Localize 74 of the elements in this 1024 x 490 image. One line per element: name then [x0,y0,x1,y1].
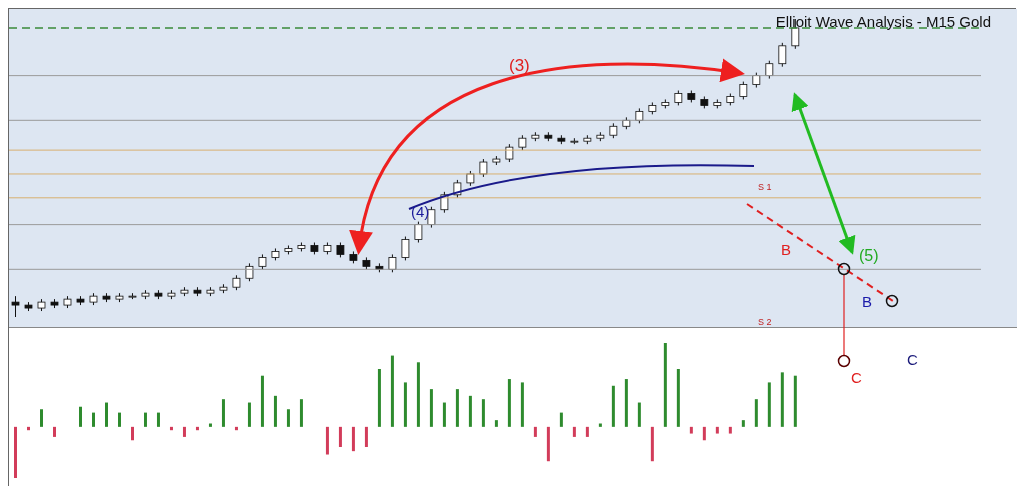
candlestick [11,295,20,317]
bar [390,355,394,427]
candlestick [401,236,410,261]
bar [559,412,563,427]
bar [14,426,17,478]
candlestick [778,42,787,68]
candlestick [414,221,423,243]
bar [585,426,589,437]
bar [338,426,342,447]
bar [364,426,368,447]
annotation: B [781,241,792,258]
text: Ellioit Wave Analysis - M15 Gold [775,13,991,30]
bar [442,402,446,427]
bar [27,426,30,431]
bar [91,412,95,427]
bar [494,420,498,427]
bar [39,409,43,427]
bar [546,426,550,462]
bar [377,368,381,427]
candlestick [427,206,436,229]
bar [702,426,706,441]
bar [182,426,186,437]
bar [676,368,680,427]
bar [169,426,173,431]
bar [104,402,108,427]
bar [130,426,134,441]
bar [507,379,511,427]
bar [52,426,56,437]
bar [598,423,602,427]
bar [663,343,667,427]
bar [767,382,771,427]
bar [208,423,212,427]
annotation: S 2 [758,317,772,327]
bar [221,399,225,427]
bar [403,382,407,427]
bar [689,426,693,434]
text: C [851,369,862,386]
bar [78,406,82,427]
bar [416,362,420,427]
text: (5) [859,247,879,264]
bar [533,426,537,437]
bar [299,399,303,427]
bar [247,402,251,427]
text: B [862,293,873,310]
bar [429,389,433,427]
bar [273,395,277,427]
bar [650,426,654,462]
bar [260,375,264,427]
bar [715,426,719,434]
bar [741,420,745,427]
bar [143,412,147,427]
bar [728,426,732,434]
bar [637,402,641,427]
bar [520,382,524,427]
bar [468,395,472,427]
annotation: S 1 [758,182,772,192]
bar [117,412,121,427]
bar [234,426,238,431]
annotation: (4) [411,203,430,220]
bar [481,399,485,427]
bar [793,375,797,427]
bar [325,426,329,455]
bar [624,379,628,427]
bar [286,409,290,427]
bar [780,372,784,427]
bar [195,426,199,431]
text: C [907,351,918,368]
bar [572,426,576,437]
bar [611,385,615,427]
bar [754,399,758,427]
annotation: (3) [509,56,530,75]
bar [455,389,459,427]
bar [156,412,160,427]
bar [351,426,355,452]
